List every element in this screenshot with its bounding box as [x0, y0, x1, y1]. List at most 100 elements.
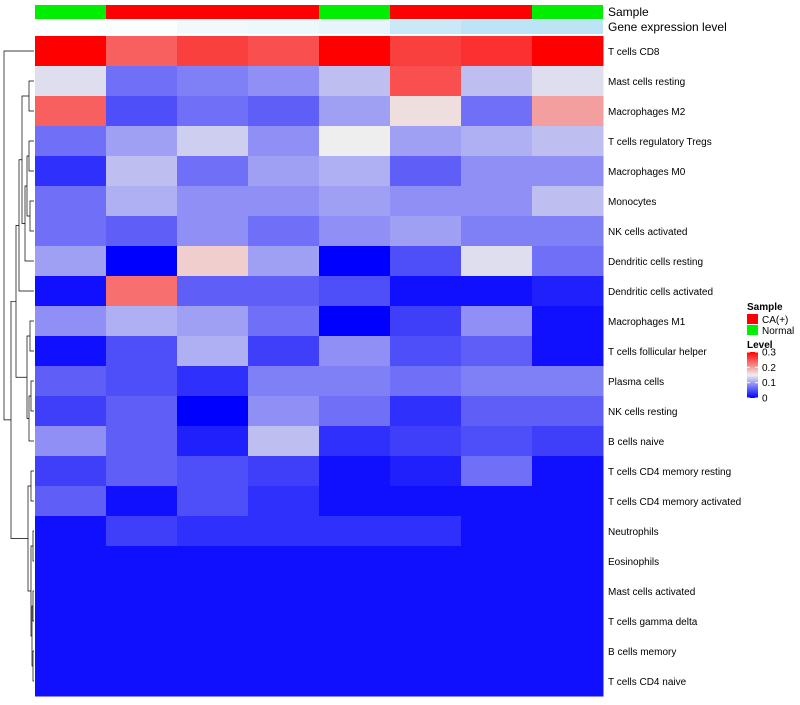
expression-annotation-cell — [177, 20, 248, 34]
heatmap-cell — [248, 246, 320, 277]
expression-annotation-cell — [106, 20, 177, 34]
sample-annotation-cell — [35, 5, 106, 19]
heatmap-cell — [319, 576, 391, 607]
sample-annotation-cell — [177, 5, 248, 19]
dendrogram-branch — [24, 185, 34, 262]
heatmap-cell — [532, 306, 604, 337]
heatmap-cell — [390, 546, 462, 577]
heatmap-cell — [177, 306, 249, 337]
heatmap-cell — [248, 426, 320, 457]
dendrogram-branch — [32, 650, 34, 682]
heatmap-cell — [248, 216, 320, 247]
row-label: B cells memory — [608, 647, 676, 658]
dendrogram-branch — [18, 159, 34, 292]
heatmap-cell — [248, 96, 320, 127]
heatmap-cell — [461, 396, 533, 427]
heatmap-cell — [177, 246, 249, 277]
heatmap-cell — [248, 636, 320, 667]
dendrogram-branch — [26, 335, 30, 419]
heatmap-cell — [106, 366, 178, 397]
dendrogram-branch — [28, 140, 34, 172]
heatmap-cell — [390, 426, 462, 457]
legend-item-label: Normal — [762, 326, 794, 337]
heatmap-cell — [177, 66, 249, 97]
dendrogram-branch — [3, 50, 34, 421]
heatmap-cell — [319, 126, 391, 157]
row-label: B cells naive — [608, 437, 665, 448]
dendrogram-branch — [27, 485, 31, 592]
heatmap-cell — [390, 636, 462, 667]
heatmap-cell — [532, 516, 604, 547]
heatmap-cell — [319, 276, 391, 307]
heatmap-cell — [177, 96, 249, 127]
heatmap-cell — [106, 636, 178, 667]
heatmap-cell — [461, 666, 533, 697]
row-label: T cells CD4 naive — [608, 677, 687, 688]
heatmap-cell — [177, 156, 249, 187]
heatmap-cell — [532, 426, 604, 457]
heatmap-cell — [248, 486, 320, 517]
sample-annotation-label: Sample — [608, 5, 649, 19]
heatmap-cell — [106, 486, 178, 517]
heatmap-cell — [390, 666, 462, 697]
heatmap-cell — [177, 456, 249, 487]
legend-swatch — [747, 314, 758, 324]
colorbar-tick-label: 0.1 — [762, 378, 776, 389]
heatmap-cell — [35, 186, 107, 217]
sample-annotation-cell — [461, 5, 532, 19]
heatmap-cell — [461, 306, 533, 337]
level-colorbar — [747, 352, 758, 398]
heatmap-cell — [319, 486, 391, 517]
heatmap-cell — [106, 156, 178, 187]
row-label: Mast cells activated — [608, 587, 695, 598]
heatmap-cell — [35, 426, 107, 457]
heatmap-cell — [461, 36, 533, 67]
heatmap-cell — [248, 666, 320, 697]
heatmap-cell — [319, 156, 391, 187]
heatmap-cell — [106, 306, 178, 337]
heatmap-cell — [532, 276, 604, 307]
heatmap-cell — [319, 426, 391, 457]
heatmap-cell — [390, 156, 462, 187]
heatmap-cell — [248, 546, 320, 577]
heatmap-cell — [461, 546, 533, 577]
heatmap-cell — [35, 156, 107, 187]
heatmap-cell — [248, 276, 320, 307]
heatmap-cell — [35, 276, 107, 307]
heatmap-cell — [390, 66, 462, 97]
sample-annotation-cell — [390, 5, 461, 19]
heatmap-cell — [532, 66, 604, 97]
heatmap-cell — [35, 216, 107, 247]
heatmap-cell — [319, 246, 391, 277]
heatmap-cell — [461, 636, 533, 667]
heatmap-cell — [390, 606, 462, 637]
expression-annotation-label: Gene expression level — [608, 20, 727, 34]
heatmap-cell — [177, 606, 249, 637]
heatmap-cell — [248, 36, 320, 67]
heatmap-cell — [177, 426, 249, 457]
heatmap-cell — [177, 396, 249, 427]
heatmap-cell — [106, 666, 178, 697]
heatmap-cell — [390, 276, 462, 307]
dendrogram-branch — [29, 200, 34, 232]
row-label: Neutrophils — [608, 527, 659, 538]
heatmap-cell — [319, 366, 391, 397]
heatmap-cell — [461, 96, 533, 127]
expression-annotation-cell — [532, 20, 603, 34]
heatmap-cell — [390, 366, 462, 397]
row-labels: T cells CD8 Mast cells resting Macrophages… — [608, 47, 741, 688]
heatmap-cell — [390, 306, 462, 337]
colorbar-tick-label: 0 — [762, 394, 768, 405]
heatmap-cell — [248, 186, 320, 217]
heatmap-cell — [461, 186, 533, 217]
heatmap-cell — [532, 126, 604, 157]
heatmap-cell — [35, 396, 107, 427]
heatmap-cell — [532, 36, 604, 67]
heatmap-cell — [35, 516, 107, 547]
row-label: Plasma cells — [608, 377, 664, 388]
heatmap-cell — [106, 516, 178, 547]
sample-annotation-cell — [248, 5, 319, 19]
